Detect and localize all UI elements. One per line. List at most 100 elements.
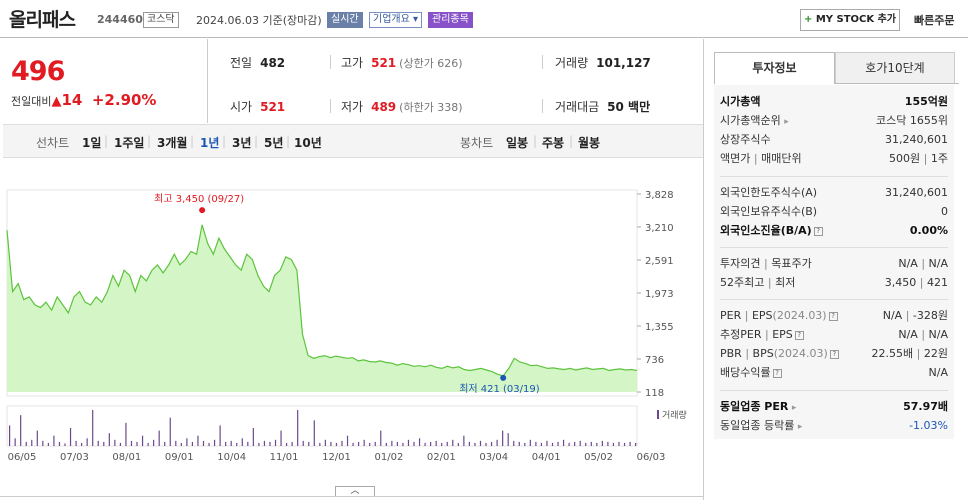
foreign-ratio-row: 외국인소진율(B/A)? 0.00% bbox=[720, 222, 948, 240]
divider: | bbox=[286, 134, 291, 148]
help-icon[interactable]: ? bbox=[828, 311, 838, 321]
divider: | bbox=[533, 134, 538, 148]
y-tick-label: 1,355 bbox=[645, 322, 674, 333]
help-icon[interactable]: ? bbox=[813, 226, 823, 236]
volume-bar bbox=[524, 442, 526, 446]
period-1y[interactable]: 1년 bbox=[200, 136, 220, 150]
divider bbox=[207, 39, 208, 123]
low-label: 저가 bbox=[341, 100, 364, 114]
est-per-label: 추정PER bbox=[720, 328, 762, 341]
volume-bar bbox=[452, 439, 454, 446]
market-cap-rank-row[interactable]: 시가총액순위 ▸ 코스닥 1655위 bbox=[720, 112, 948, 130]
volume-bar bbox=[302, 440, 304, 446]
x-tick-label: 04/01 bbox=[532, 452, 561, 463]
y-tick-label: 2,591 bbox=[645, 256, 674, 267]
period-10y[interactable]: 10년 bbox=[294, 136, 322, 150]
volume-bar bbox=[53, 435, 55, 446]
volume-bar bbox=[147, 442, 149, 446]
industry-per-row[interactable]: 동일업종 PER ▸ 57.97배 bbox=[720, 398, 948, 416]
dividend-label: 배당수익률 bbox=[720, 366, 771, 379]
low-label: 최저 421 (03/19) bbox=[459, 383, 540, 395]
period-3m[interactable]: 3개월 bbox=[157, 136, 188, 150]
volume-bar bbox=[346, 435, 349, 446]
volume-bar bbox=[324, 439, 326, 446]
x-tick-label: 06/03 bbox=[637, 452, 666, 463]
candle-weekly[interactable]: 주봉 bbox=[542, 136, 565, 150]
target-label: 목표주가 bbox=[771, 257, 812, 270]
volume-bar bbox=[369, 442, 371, 446]
volume-bar bbox=[236, 442, 238, 446]
period-1w[interactable]: 1주일 bbox=[114, 136, 145, 150]
help-icon[interactable]: ? bbox=[829, 349, 839, 359]
amount-value: 50 백만 bbox=[607, 100, 651, 114]
divider bbox=[720, 176, 948, 177]
foreign-limit-value: 31,240,601 bbox=[885, 186, 948, 199]
divider: | bbox=[104, 134, 109, 148]
y-tick-label: 3,210 bbox=[645, 223, 674, 234]
volume-bar bbox=[585, 442, 587, 446]
add-mystock-button[interactable]: + MY STOCK 추가 bbox=[800, 9, 900, 31]
volume-bar bbox=[247, 441, 249, 446]
period-3y[interactable]: 3년 bbox=[232, 136, 252, 150]
volume-bar bbox=[258, 442, 260, 446]
price-change: 전일대비▲14 +2.90% bbox=[11, 91, 156, 109]
eps-label: EPS bbox=[751, 309, 773, 322]
collapse-toggle[interactable]: ︿ bbox=[335, 486, 375, 497]
volume-bar bbox=[136, 441, 138, 446]
volume-bar bbox=[490, 441, 493, 446]
high-value: 521 bbox=[371, 56, 397, 70]
period-5y[interactable]: 5년 bbox=[264, 136, 284, 150]
volume-bar bbox=[64, 443, 66, 446]
help-icon[interactable]: ? bbox=[794, 330, 804, 340]
week52-low-label: 최저 bbox=[775, 276, 796, 289]
est-per-row: 추정PER | EPS? N/A | N/A bbox=[720, 328, 948, 341]
volume-bar bbox=[36, 430, 38, 446]
volume-bar bbox=[197, 435, 199, 446]
volume-bar bbox=[479, 440, 482, 446]
divider: | bbox=[147, 134, 152, 148]
volume-bar bbox=[468, 441, 471, 446]
open-label: 시가 bbox=[230, 100, 253, 114]
volume-bar bbox=[319, 442, 321, 446]
volume-bar bbox=[612, 442, 615, 446]
volume-bar bbox=[20, 415, 22, 446]
industry-rate-row[interactable]: 동일업종 등락률 ▸ -1.03% bbox=[720, 417, 948, 435]
industry-per-value: 57.97배 bbox=[903, 400, 948, 413]
unit-value: 1주 bbox=[930, 152, 948, 165]
par-unit-row: 액면가 | 매매단위 500원 | 1주 bbox=[720, 152, 948, 165]
help-icon[interactable]: ? bbox=[772, 368, 782, 378]
volume-bar bbox=[191, 441, 194, 446]
low-price: 저가 489 (하한가 338) bbox=[341, 98, 463, 115]
volume-bar bbox=[230, 440, 232, 446]
market-cap-row: 시가총액 155억원 bbox=[720, 93, 948, 111]
volume-bar bbox=[119, 442, 121, 446]
divider: | bbox=[569, 134, 574, 148]
price-chart[interactable]: 3,828 3,210 2,591 1,973 1,355 736 118 최고 3,450… bbox=[0, 160, 703, 486]
quick-order-button[interactable]: 빠른주문 bbox=[914, 14, 955, 27]
tab-investment-info[interactable]: 투자정보 bbox=[714, 52, 835, 84]
volume-label: 거래량 bbox=[555, 56, 589, 70]
volume-bar bbox=[42, 440, 44, 446]
week52-low-value: 421 bbox=[927, 276, 948, 289]
candle-daily[interactable]: 일봉 bbox=[506, 136, 529, 150]
period-1d[interactable]: 1일 bbox=[82, 136, 102, 150]
shares-label: 상장주식수 bbox=[720, 133, 771, 146]
volume-bar bbox=[413, 441, 415, 446]
line-chart-title: 선차트 bbox=[36, 136, 70, 150]
volume-bar bbox=[9, 425, 11, 446]
volume-bar bbox=[485, 442, 487, 446]
realtime-button[interactable]: 실시간 bbox=[327, 12, 363, 28]
tab-orderbook[interactable]: 호가10단계 bbox=[835, 52, 955, 84]
x-tick-label: 05/02 bbox=[584, 452, 613, 463]
company-info-dropdown[interactable]: 기업개요 ▾ bbox=[369, 12, 422, 28]
unit-label: 매매단위 bbox=[761, 152, 802, 165]
bps-value: 22원 bbox=[923, 347, 948, 360]
volume-bar bbox=[557, 441, 559, 446]
candle-monthly[interactable]: 월봉 bbox=[578, 136, 601, 150]
x-tick-label: 08/01 bbox=[112, 452, 141, 463]
y-tick-label: 118 bbox=[645, 388, 664, 399]
volume-bar bbox=[529, 439, 531, 446]
volume-bar bbox=[285, 442, 288, 446]
volume-bar bbox=[435, 440, 437, 446]
y-axis: 3,828 3,210 2,591 1,973 1,355 736 118 bbox=[637, 190, 674, 399]
